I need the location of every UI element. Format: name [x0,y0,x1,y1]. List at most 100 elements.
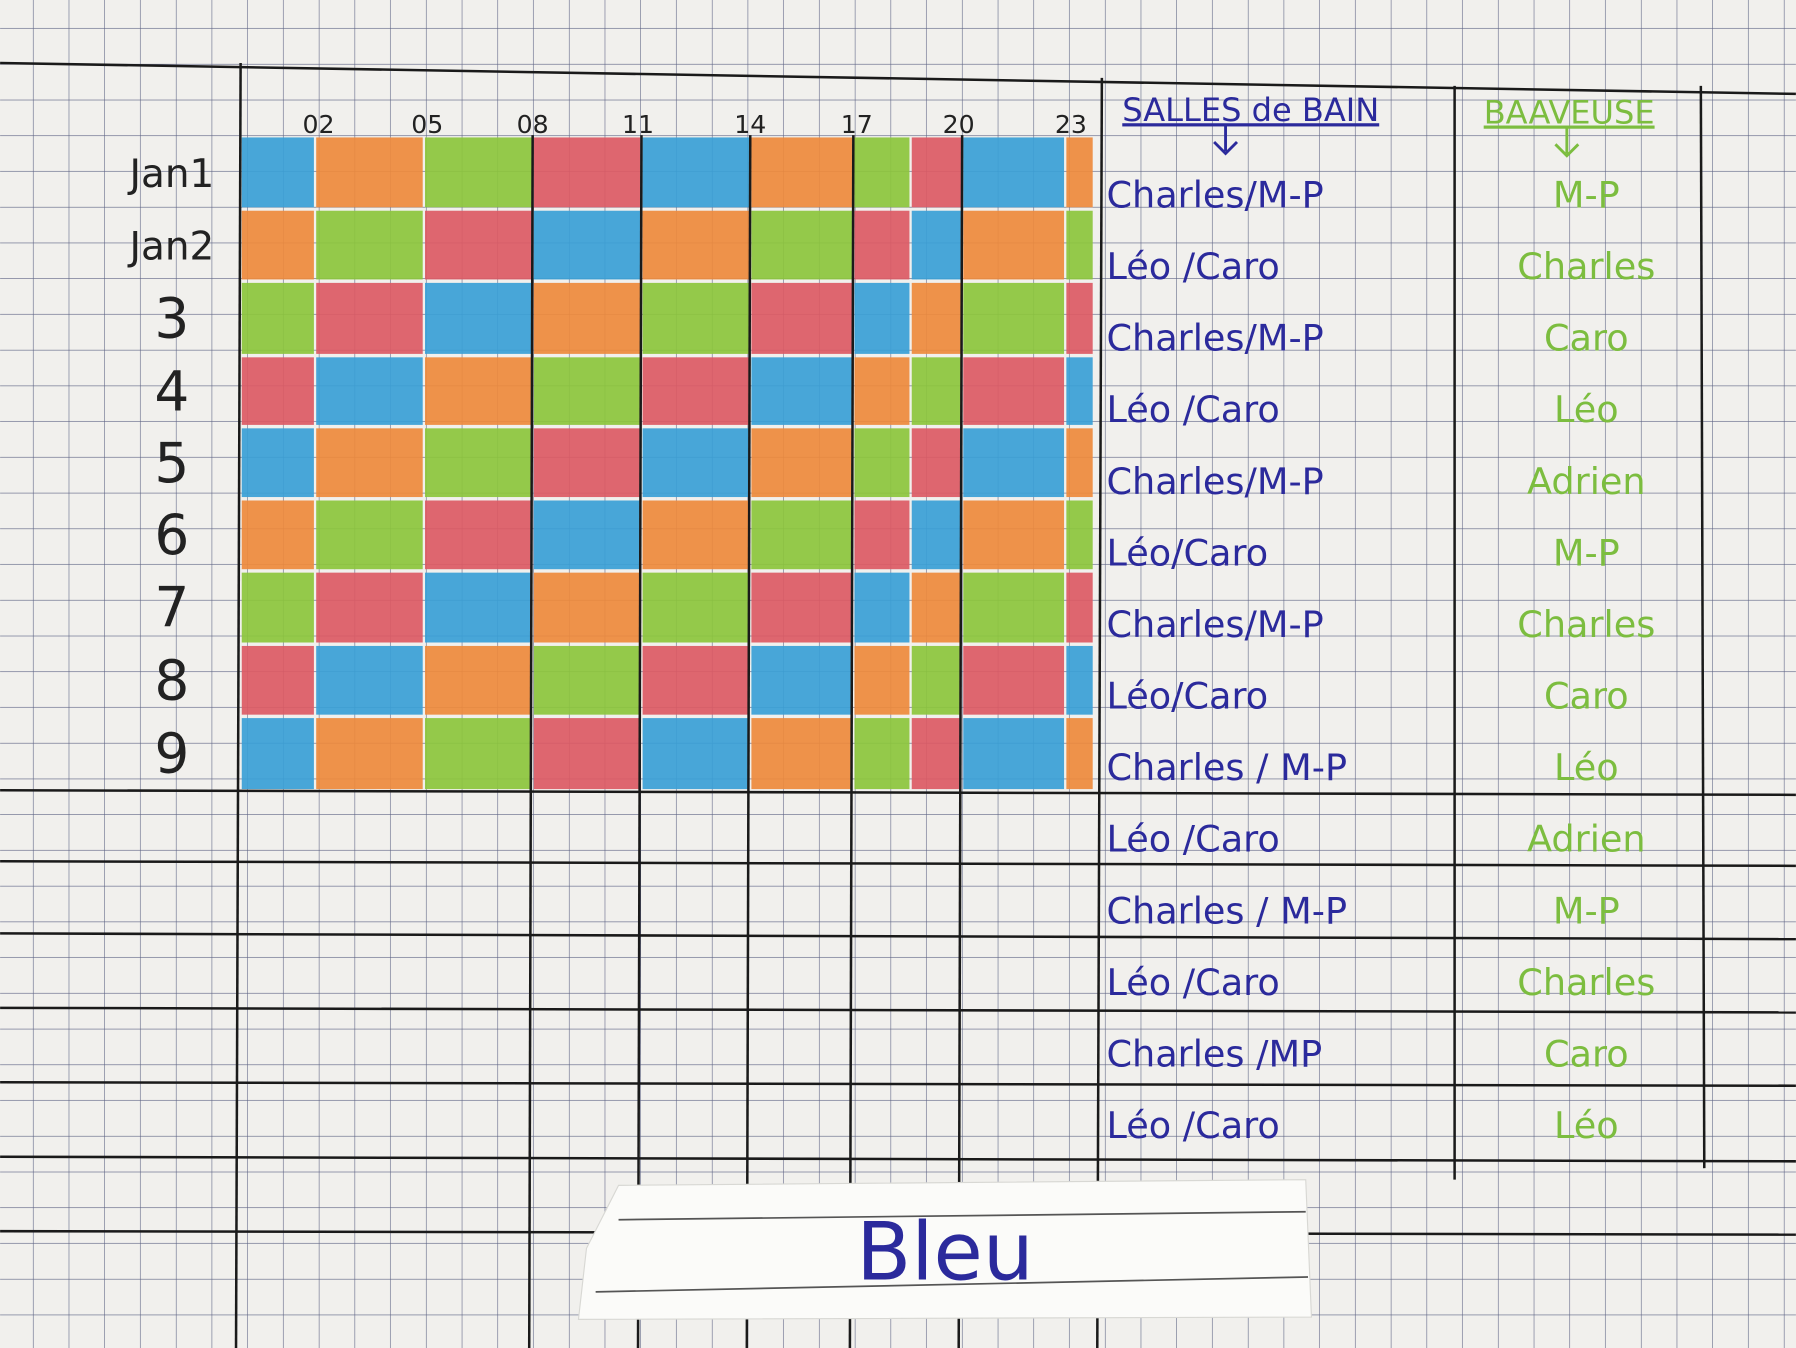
color-cell [424,210,532,280]
baveuse-entry: Adrien [1527,460,1646,503]
color-cell [316,645,423,715]
hour-label: 23 [1055,110,1087,139]
color-cell [424,645,532,715]
color-cell [911,645,961,715]
color-cell [751,210,853,280]
color-cell [963,137,1065,208]
color-cell [911,210,961,280]
color-cell [241,137,314,208]
color-cell [854,210,910,280]
bathroom-entry: Léo /Caro [1106,818,1279,861]
color-cell [316,210,423,280]
color-cell [911,572,961,643]
color-grid [241,137,1093,790]
color-cell [854,137,910,208]
hour-label: 11 [622,110,654,139]
color-cell [241,210,314,280]
color-cell [1066,210,1093,280]
color-cell [963,572,1065,643]
color-cell [316,357,423,425]
color-cell [424,282,532,354]
color-cell [751,428,853,498]
color-cell [963,428,1065,498]
color-cell [533,282,641,354]
baveuse-entry: Léo [1554,388,1619,431]
label-strip: Bleu [577,1179,1313,1320]
bathroom-entry: Léo/Caro [1106,675,1268,718]
color-cell [1066,645,1093,715]
color-cell [911,357,961,425]
color-cell [424,428,532,498]
text-layer: 02 05 08 11 14 17 20 23 Jan1 Jan2 3 4 5 6 7 8 9 Charles/M… [127,110,1656,1147]
baveuse-entry: Caro [1544,1032,1629,1075]
color-cell [911,718,961,790]
color-cell [1066,428,1093,498]
day-label: Jan2 [127,225,215,270]
bathroom-entry: Léo /Caro [1106,961,1279,1004]
color-cell [241,500,314,570]
hour-label: 20 [943,110,975,139]
color-cell [751,572,853,643]
color-cell [316,718,423,790]
color-cell [963,210,1065,280]
color-cell [963,718,1065,790]
hour-label: 08 [517,110,549,139]
color-cell [642,282,750,354]
day-label: 6 [154,503,189,567]
arrow [1554,128,1580,158]
day-label: 9 [154,722,189,786]
color-cell [642,572,750,643]
color-cell [241,357,314,425]
day-label: 5 [154,431,189,495]
color-cell [854,500,910,570]
color-cell [1066,500,1093,570]
color-cell [963,645,1065,715]
bathroom-entry: Léo /Caro [1106,1104,1279,1147]
strip-line [618,1210,1306,1221]
hour-label: 17 [841,110,873,139]
color-cell [911,500,961,570]
bathroom-entry: Charles/M-P [1106,603,1323,646]
color-cell [1066,718,1093,790]
color-cell [751,282,853,354]
hour-label: 14 [734,110,766,139]
day-label: 4 [154,359,189,423]
color-cell [911,282,961,354]
day-label: 8 [154,648,189,712]
color-cell [751,137,853,208]
color-cell [533,137,641,208]
day-label: 7 [154,576,189,640]
baveuse-entry: Charles [1517,961,1655,1004]
day-label: Jan1 [127,152,215,197]
color-cell [911,428,961,498]
bathroom-header: SALLES de BAIN [1122,91,1379,129]
color-cell [854,645,910,715]
color-cell [533,357,641,425]
strip-line [595,1276,1309,1293]
baveuse-entry: Adrien [1527,818,1646,861]
color-cell [642,500,750,570]
color-cell [424,357,532,425]
color-cell [424,500,532,570]
color-cell [642,137,750,208]
baveuse-entry: Léo [1554,746,1619,789]
color-cell [533,500,641,570]
color-cell [963,357,1065,425]
color-cell [316,282,423,354]
major-lines [0,61,1796,1348]
color-cell [1066,137,1093,208]
color-cell [316,137,423,208]
color-cell [316,572,423,643]
baveuse-entry: M-P [1553,889,1620,932]
color-cell [424,137,532,208]
color-cell [751,718,853,790]
bathroom-entry: Léo /Caro [1106,388,1279,431]
color-cell [751,645,853,715]
color-cell [751,500,853,570]
baveuse-entry: Charles [1517,245,1655,288]
baveuse-entry: M-P [1553,531,1620,574]
color-cell [533,718,641,790]
color-cell [751,357,853,425]
